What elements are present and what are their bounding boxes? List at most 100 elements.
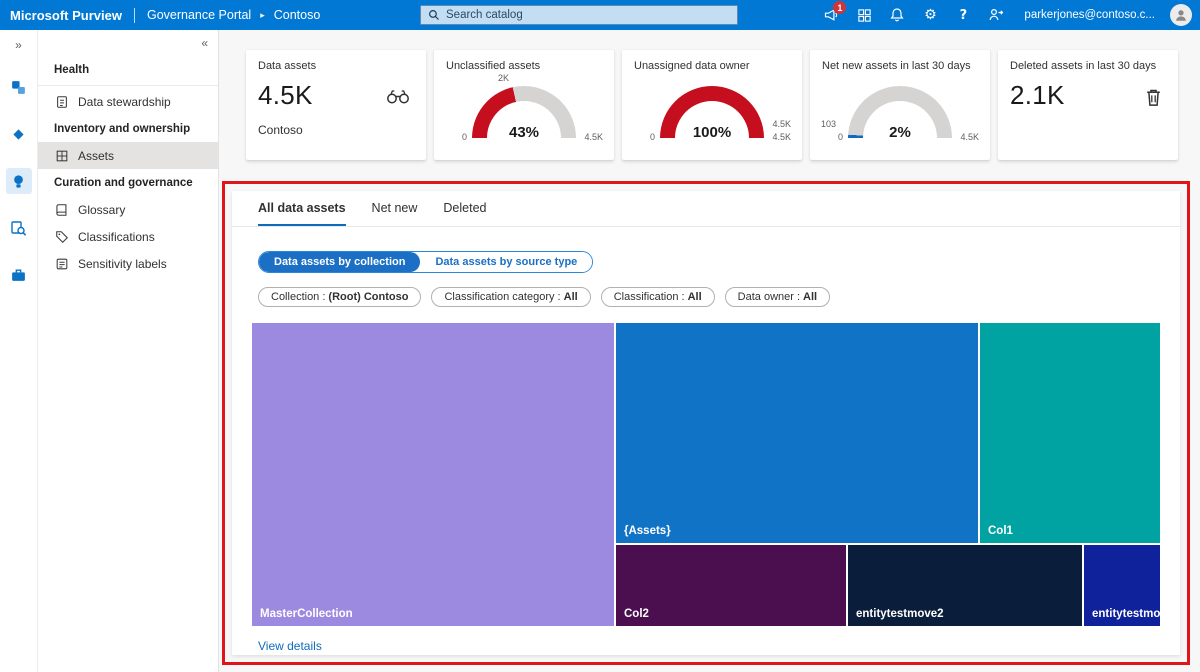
nav-item-label: Assets	[78, 148, 115, 163]
gauge-net-new: 103 0 4.5K 2%	[821, 86, 979, 142]
notifications-bell-icon[interactable]	[888, 6, 906, 24]
kpi-subtitle: Contoso	[258, 123, 303, 137]
gauge-unclassified: 2K 0 4.5K 43%	[462, 73, 603, 142]
gauge-max-label: 4.5K	[584, 132, 603, 142]
gauge-min-label: 0	[462, 132, 468, 142]
trash-icon	[1145, 88, 1162, 112]
toggle-by-source-type[interactable]: Data assets by source type	[420, 252, 593, 272]
notification-badge: 1	[833, 1, 847, 14]
announcements-icon[interactable]: 1	[822, 1, 847, 24]
kpi-value: 4.5K	[258, 80, 313, 110]
gauge-end-label: 4.5K	[772, 119, 791, 129]
kpi-title: Deleted assets in last 30 days	[1010, 60, 1157, 72]
settings-gear-icon[interactable]: ⚙	[921, 6, 939, 24]
glossary-book-icon	[54, 202, 69, 217]
gauge-max-label: 4.5K	[772, 132, 791, 142]
tab-deleted[interactable]: Deleted	[443, 201, 487, 215]
topbar-divider	[133, 7, 135, 23]
nav-item-classifications[interactable]: Classifications	[38, 223, 218, 250]
treemap-tile-entitytestmove2[interactable]: entitytestmove2	[848, 545, 1082, 626]
treemap-tile-label: entitytestmove2	[856, 608, 944, 620]
filter-value: (Root) Contoso	[328, 291, 409, 303]
filter-value: All	[803, 291, 818, 303]
view-toggle-row: Data assets by collection Data assets by…	[258, 251, 1180, 273]
gauge-end-label: 2K	[498, 73, 510, 83]
filter-classification-category[interactable]: Classification category : All	[431, 287, 591, 307]
nav-item-data-stewardship[interactable]: Data stewardship	[38, 88, 218, 115]
panel-tabs: All data assets Net new Deleted	[232, 191, 1180, 227]
catalog-search-icon[interactable]	[6, 215, 32, 241]
treemap-tile-col1[interactable]: Col1	[980, 323, 1160, 543]
kpi-title: Unassigned data owner	[634, 60, 750, 72]
treemap-tile-mastercollection[interactable]: MasterCollection	[252, 323, 614, 626]
management-icon[interactable]	[6, 262, 32, 288]
search-box[interactable]	[420, 5, 738, 25]
gauge-min-label: 0	[838, 132, 844, 142]
treemap-tile-col2[interactable]: Col2	[616, 545, 846, 626]
filter-value: All	[563, 291, 578, 303]
nav-item-glossary[interactable]: Glossary	[38, 196, 218, 223]
binoculars-icon	[386, 88, 410, 109]
breadcrumb-portal[interactable]: Governance Portal	[146, 8, 252, 22]
treemap-tile-assets[interactable]: {Assets}	[616, 323, 978, 543]
data-map-icon[interactable]	[6, 74, 32, 100]
icon-rail: »	[0, 30, 38, 672]
breadcrumb-tenant[interactable]: Contoso	[273, 8, 321, 22]
sensitivity-label-icon	[54, 256, 69, 271]
gauge-max-label: 4.5K	[960, 132, 979, 142]
kpi-card-unclassified[interactable]: Unclassified assets 2K 0 4.5K 43%	[434, 50, 614, 160]
help-icon[interactable]: ?	[954, 6, 972, 24]
kpi-cards: Data assets 4.5K Contoso Unclassified as…	[246, 50, 1178, 160]
filter-data-owner[interactable]: Data owner : All	[724, 287, 831, 307]
topbar-actions: 1 ⚙ ? parkerjones@contoso.c...	[822, 0, 1192, 30]
treemap-tile-label: {Assets}	[624, 525, 671, 537]
filter-label: Data owner :	[737, 291, 801, 303]
topbar: Microsoft Purview Governance Portal ▸ Co…	[0, 0, 1200, 30]
nav-item-label: Glossary	[78, 202, 126, 217]
breadcrumb-arrow-icon: ▸	[260, 9, 265, 20]
avatar[interactable]	[1170, 4, 1192, 26]
filter-label: Classification :	[613, 291, 685, 303]
app-brand[interactable]: Microsoft Purview	[10, 7, 122, 23]
assets-grid-icon	[54, 148, 69, 163]
treemap-tile-entitytestmove[interactable]: entitytestmov...	[1084, 545, 1176, 626]
nav-section-health: Health	[54, 64, 90, 76]
collapse-nav-chevron-icon[interactable]: «	[201, 36, 208, 50]
filter-value: All	[687, 291, 702, 303]
insights-icon[interactable]	[5, 168, 32, 194]
search-icon	[428, 9, 440, 21]
gear-glyph: ⚙	[924, 7, 937, 23]
gauge-start-label: 103	[821, 119, 837, 129]
treemap-tile-label: MasterCollection	[260, 608, 353, 620]
classification-tag-icon	[54, 229, 69, 244]
nav-item-assets[interactable]: Assets	[38, 142, 218, 169]
grid-icon[interactable]	[855, 6, 873, 24]
tab-net-new[interactable]: Net new	[371, 201, 418, 215]
annotation-highlight: All data assets Net new Deleted Data ass…	[222, 181, 1190, 665]
nav-item-sensitivity-labels[interactable]: Sensitivity labels	[38, 250, 218, 277]
search-input[interactable]	[446, 9, 730, 21]
toggle-by-collection[interactable]: Data assets by collection	[259, 252, 421, 272]
gauge-percent: 100%	[692, 124, 732, 141]
person-arrow-icon[interactable]	[987, 6, 1005, 24]
kpi-title: Unclassified assets	[446, 60, 541, 72]
nav-divider	[38, 85, 218, 86]
kpi-card-data-assets[interactable]: Data assets 4.5K Contoso	[246, 50, 426, 160]
filter-label: Classification category :	[444, 291, 561, 303]
tab-all-data-assets[interactable]: All data assets	[258, 201, 346, 226]
view-details-link[interactable]: View details	[258, 639, 322, 653]
user-email[interactable]: parkerjones@contoso.c...	[1024, 9, 1155, 21]
view-toggle: Data assets by collection Data assets by…	[258, 251, 594, 273]
filter-collection[interactable]: Collection : (Root) Contoso	[258, 287, 422, 307]
data-share-icon[interactable]	[6, 121, 32, 147]
gauge-percent: 2%	[889, 124, 911, 141]
kpi-card-net-new[interactable]: Net new assets in last 30 days 103 0 4.5…	[810, 50, 990, 160]
kpi-title: Data assets	[258, 60, 317, 72]
kpi-card-deleted[interactable]: Deleted assets in last 30 days 2.1K	[998, 50, 1178, 160]
treemap-tile-label: Col1	[988, 525, 1013, 537]
kpi-card-unassigned-owner[interactable]: Unassigned data owner 4.5K 0 4.5K 100%	[622, 50, 802, 160]
filter-classification[interactable]: Classification : All	[600, 287, 715, 307]
expand-rail-chevron-icon[interactable]: »	[15, 38, 22, 52]
filter-label: Collection :	[271, 291, 326, 303]
